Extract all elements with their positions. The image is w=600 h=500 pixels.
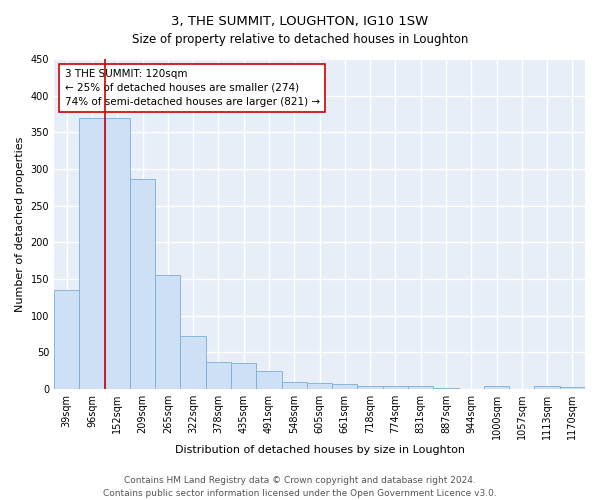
Text: 3, THE SUMMIT, LOUGHTON, IG10 1SW: 3, THE SUMMIT, LOUGHTON, IG10 1SW	[172, 15, 428, 28]
Bar	[256, 370, 281, 389]
Bar	[130, 178, 155, 389]
Bar	[535, 386, 560, 389]
Bar	[104, 118, 130, 389]
Text: 3 THE SUMMIT: 120sqm
← 25% of detached houses are smaller (274)
74% of semi-deta: 3 THE SUMMIT: 120sqm ← 25% of detached h…	[65, 69, 320, 107]
Bar	[54, 290, 79, 389]
Bar	[332, 384, 358, 389]
Bar	[181, 336, 206, 389]
Bar	[358, 386, 383, 389]
Bar	[484, 386, 509, 389]
Y-axis label: Number of detached properties: Number of detached properties	[15, 136, 25, 312]
Text: Contains HM Land Registry data © Crown copyright and database right 2024.
Contai: Contains HM Land Registry data © Crown c…	[103, 476, 497, 498]
Bar	[155, 276, 181, 389]
Bar	[231, 362, 256, 389]
Bar	[307, 383, 332, 389]
Bar	[560, 387, 585, 389]
Bar	[383, 386, 408, 389]
X-axis label: Distribution of detached houses by size in Loughton: Distribution of detached houses by size …	[175, 445, 464, 455]
Bar	[206, 362, 231, 389]
Bar	[408, 386, 433, 389]
Text: Size of property relative to detached houses in Loughton: Size of property relative to detached ho…	[132, 32, 468, 46]
Bar	[79, 118, 104, 389]
Bar	[281, 382, 307, 389]
Bar	[433, 388, 458, 389]
